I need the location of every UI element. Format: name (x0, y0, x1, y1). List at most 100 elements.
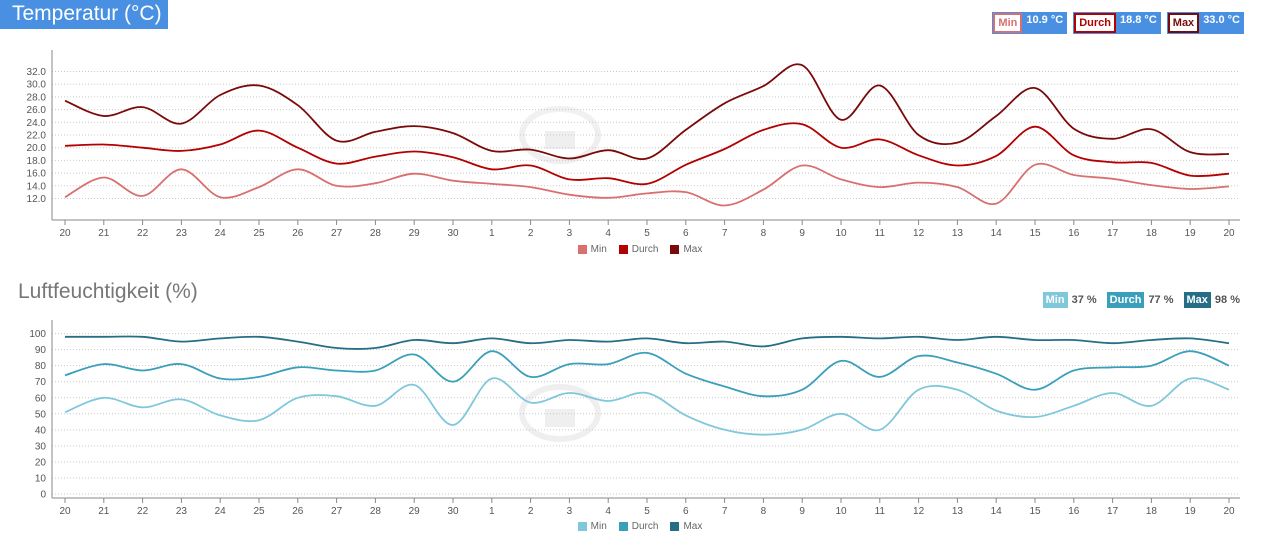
humidity-title: Luftfeuchtigkeit (%) (18, 280, 198, 303)
x-tick-label: 16 (1068, 228, 1080, 239)
y-tick-label: 0 (40, 490, 46, 501)
badge-value: 33.0 °C (1203, 14, 1240, 26)
legend-item-max[interactable]: Max (670, 521, 702, 532)
badge-value: 98 % (1214, 294, 1240, 306)
y-tick-label: 70 (35, 377, 47, 388)
y-tick-label: 14.0 (27, 181, 47, 192)
x-tick-label: 18 (1146, 228, 1158, 239)
x-tick-label: 13 (952, 506, 964, 517)
x-tick-label: 21 (98, 228, 110, 239)
series-line-max (65, 335, 1230, 350)
series-line-min (64, 377, 1230, 436)
x-tick-label: 22 (137, 506, 149, 517)
legend-swatch (670, 522, 680, 531)
x-tick-label: 7 (722, 506, 728, 517)
x-tick-label: 6 (683, 228, 689, 239)
x-tick-label: 5 (644, 506, 650, 517)
x-tick-label: 24 (215, 228, 227, 239)
humidity-badges: Min 37 % Durch 77 % Max 98 % (1042, 292, 1244, 308)
x-tick-label: 27 (331, 506, 343, 517)
y-tick-label: 40 (35, 425, 47, 436)
x-tick-label: 21 (98, 506, 110, 517)
series-line-durch (64, 350, 1230, 398)
x-tick-label: 20 (1223, 506, 1235, 517)
y-tick-label: 60 (35, 393, 47, 404)
y-tick-label: 50 (35, 409, 47, 420)
badge-value: 37 % (1071, 294, 1097, 306)
legend-item-durch[interactable]: Durch (618, 244, 659, 255)
y-tick-label: 22.0 (27, 131, 47, 142)
legend-swatch (670, 245, 680, 254)
badge-value: 10.9 °C (1026, 14, 1064, 26)
badge-label: Max (1167, 13, 1200, 33)
series-line-max (64, 63, 1230, 161)
x-tick-label: 9 (799, 228, 805, 239)
x-tick-label: 29 (409, 506, 421, 517)
legend-label: Min (590, 521, 607, 532)
badge-label: Min (1042, 292, 1068, 308)
badge-min: Min 37 % (1042, 292, 1101, 308)
x-tick-label: 19 (1185, 228, 1197, 239)
x-tick-label: 4 (605, 228, 611, 239)
x-tick-label: 6 (683, 506, 689, 517)
legend-item-min[interactable]: Min (577, 244, 607, 255)
x-tick-label: 20 (59, 228, 71, 239)
x-tick-label: 29 (409, 228, 421, 239)
legend-swatch (618, 522, 628, 531)
x-tick-label: 2 (528, 506, 534, 517)
x-tick-label: 11 (875, 228, 886, 239)
y-tick-label: 90 (35, 345, 47, 356)
legend-label: Max (683, 521, 703, 532)
temperature-title: Temperatur (°C) (0, 0, 168, 29)
x-tick-label: 30 (447, 506, 459, 517)
legend-label: Durch (631, 521, 659, 532)
x-tick-label: 2 (528, 228, 534, 239)
watermark-logo (519, 384, 601, 442)
legend-label: Max (683, 244, 703, 255)
y-tick-label: 32.0 (27, 67, 47, 78)
legend-swatch (577, 245, 587, 254)
x-tick-label: 13 (952, 228, 964, 239)
x-tick-label: 16 (1068, 506, 1080, 517)
x-tick-label: 8 (761, 228, 767, 239)
legend-label: Durch (631, 244, 659, 255)
legend-item-min[interactable]: Min (577, 521, 607, 532)
x-tick-label: 12 (913, 228, 925, 239)
badge-min: Min 10.9 °C (992, 12, 1068, 34)
x-tick-label: 30 (447, 228, 459, 239)
badge-label: Durch (1074, 13, 1116, 33)
x-tick-label: 22 (137, 228, 149, 239)
humidity-legend: Min Durch Max (0, 521, 1280, 532)
x-tick-label: 17 (1107, 506, 1119, 517)
x-tick-label: 15 (1029, 228, 1041, 239)
x-tick-label: 27 (331, 228, 343, 239)
badge-label: Min (993, 13, 1023, 33)
x-tick-label: 20 (1223, 228, 1235, 239)
temperature-badges: Min 10.9 °C Durch 18.8 °C Max 33.0 °C (992, 12, 1244, 34)
x-tick-label: 20 (59, 506, 71, 517)
x-tick-label: 7 (722, 228, 728, 239)
x-tick-label: 1 (489, 506, 495, 517)
y-tick-label: 80 (35, 361, 47, 372)
legend-swatch (577, 522, 587, 531)
badge-label: Max (1183, 292, 1211, 308)
x-tick-label: 28 (370, 506, 382, 517)
y-tick-label: 30.0 (27, 80, 47, 91)
y-tick-label: 18.0 (27, 156, 47, 167)
x-tick-label: 18 (1146, 506, 1158, 517)
series-line-min (64, 162, 1230, 207)
x-tick-label: 11 (875, 506, 886, 517)
x-tick-label: 14 (991, 228, 1003, 239)
legend-item-durch[interactable]: Durch (618, 521, 659, 532)
y-tick-label: 100 (29, 329, 46, 340)
series-line-durch (64, 122, 1230, 186)
legend-label: Min (590, 244, 607, 255)
temperature-chart: 12.0 14.016.0 18.0 20.022.0 24.0 26.0 28.030.0… (27, 50, 1240, 239)
legend-item-max[interactable]: Max (670, 244, 702, 255)
badge-label: Durch (1106, 292, 1145, 308)
badge-value: 18.8 °C (1119, 14, 1157, 26)
x-tick-label: 25 (253, 228, 265, 239)
x-tick-label: 15 (1029, 506, 1041, 517)
y-tick-label: 10 (35, 473, 47, 484)
x-tick-label: 10 (835, 228, 847, 239)
